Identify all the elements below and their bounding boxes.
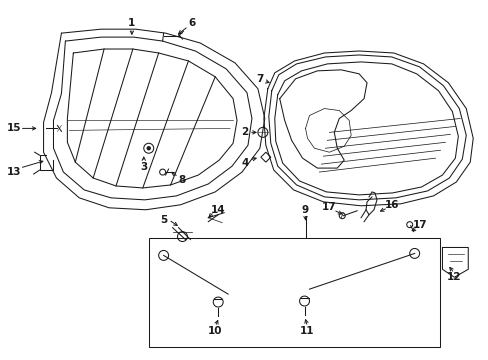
Text: 10: 10 — [207, 326, 222, 336]
Text: 14: 14 — [210, 205, 225, 215]
Text: 9: 9 — [302, 205, 308, 215]
Text: 6: 6 — [188, 18, 196, 28]
Text: 3: 3 — [140, 162, 147, 172]
Text: 15: 15 — [6, 123, 21, 134]
Text: 13: 13 — [6, 167, 21, 177]
Text: 17: 17 — [322, 202, 336, 212]
Text: 16: 16 — [384, 200, 398, 210]
Text: 17: 17 — [411, 220, 426, 230]
Text: 12: 12 — [446, 272, 461, 282]
Text: 4: 4 — [241, 158, 248, 168]
Text: 2: 2 — [241, 127, 248, 138]
Text: 8: 8 — [179, 175, 186, 185]
Text: 11: 11 — [300, 326, 314, 336]
Text: 7: 7 — [256, 74, 263, 84]
Text: 5: 5 — [160, 215, 167, 225]
Circle shape — [147, 147, 150, 150]
Bar — [148, 238, 440, 347]
Text: 1: 1 — [128, 18, 135, 28]
